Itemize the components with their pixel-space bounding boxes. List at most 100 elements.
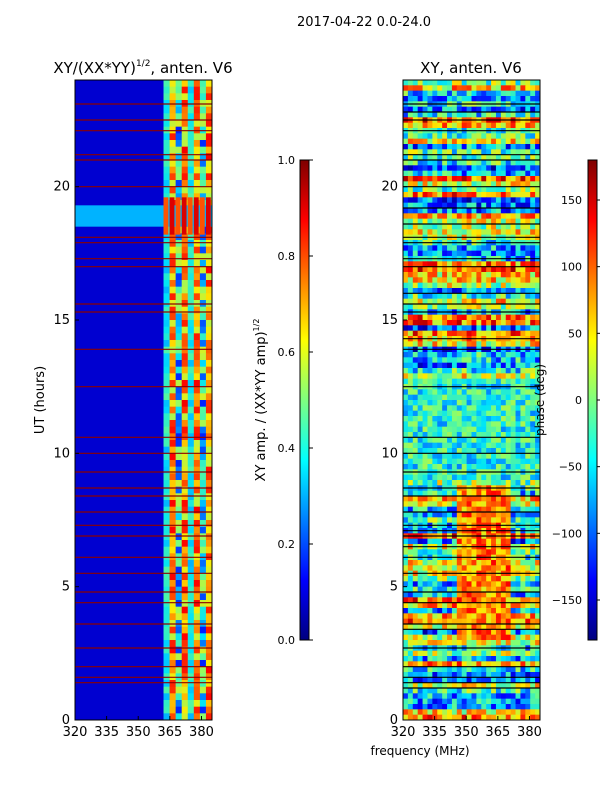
phase-heatmap-cell [461,298,467,305]
phase-heatmap-cell [491,202,497,209]
phase-heatmap-cell [451,245,458,252]
phase-heatmap-cell [520,432,526,438]
phase-heatmap-cell [476,314,482,321]
amplitude-heatmap-cell [205,393,212,401]
phase-heatmap-cell [486,688,492,694]
phase-heatmap-cell [451,650,458,657]
phase-heatmap-cell [530,666,536,673]
phase-heatmap-cell [515,229,521,236]
phase-heatmap-cell [447,266,453,273]
amplitude-heatmap-cell [199,393,207,401]
phase-heatmap-cell [451,677,458,684]
phase-heatmap-cell [422,474,428,481]
phase-heatmap-cell [491,602,497,609]
phase-heatmap-cell [412,565,419,572]
amplitude-heatmap-cell [205,186,212,194]
phase-heatmap-cell [535,250,540,257]
phase-heatmap-cell [403,325,409,332]
phase-heatmap-cell [476,165,482,172]
phase-heatmap-cell [451,618,458,625]
phase-heatmap-cell [481,250,487,257]
phase-heatmap-cell [407,490,414,497]
phase-heatmap-cell [461,586,467,593]
phase-heatmap-cell [500,448,507,454]
amplitude-heatmap-cell [205,573,212,581]
phase-heatmap-cell [481,490,487,497]
phase-heatmap-cell [491,192,497,198]
phase-heatmap-cell [491,85,497,92]
phase-heatmap-cell [476,442,482,449]
amplitude-heatmap-cell [187,273,195,281]
phase-heatmap-cell [476,368,482,374]
amplitude-heatmap-cell [181,446,189,454]
phase-heatmap-cell [535,608,540,614]
phase-heatmap-cell [437,437,443,444]
phase-heatmap-cell [530,341,536,348]
phase-xtick-label: 320 [391,725,416,740]
phase-title: XY, anten. V6 [420,59,522,77]
phase-heatmap-cell [461,330,467,337]
phase-heatmap-cell [525,90,531,97]
amplitude-heatmap-cell [205,513,212,521]
phase-heatmap-cell [422,378,428,385]
amplitude-heatmap-cell [175,386,183,394]
amplitude-heatmap-cell [169,120,177,128]
phase-heatmap-cell [491,368,497,374]
phase-heatmap-cell [515,213,521,220]
phase-heatmap-cell [525,698,531,705]
phase-heatmap-cell [466,85,472,92]
phase-heatmap-cell [422,288,428,294]
amplitude-heatmap-cell [169,633,177,641]
amplitude-heatmap-cell [175,540,183,548]
phase-heatmap-cell [403,650,409,657]
phase-heatmap-cell [481,106,487,113]
phase-heatmap-cell [412,592,419,598]
phase-heatmap-cell [466,501,472,508]
phase-heatmap-cell [432,181,438,188]
phase-heatmap-cell [461,634,467,641]
phase-heatmap-cell [520,688,526,694]
phase-heatmap-cell [412,410,419,417]
phase-heatmap-cell [407,586,414,593]
phase-heatmap-cell [417,357,423,364]
phase-heatmap-cell [476,106,482,113]
phase-heatmap-cell [486,112,492,118]
phase-heatmap-cell [495,634,502,641]
amplitude-heatmap-cell [169,386,177,394]
phase-heatmap-cell [447,330,453,337]
phase-heatmap-cell [432,517,438,524]
phase-heatmap-cell [515,400,521,406]
amplitude-heatmap-cell [199,606,207,614]
phase-heatmap-cell [505,106,512,113]
phase-heatmap-cell [491,672,497,678]
phase-heatmap-cell [505,330,512,337]
phase-heatmap-cell [447,181,453,188]
phase-heatmap-cell [427,245,433,252]
amplitude-heatmap-cell [187,573,195,581]
phase-heatmap-cell [461,661,467,668]
phase-heatmap-cell [437,186,443,193]
amplitude-heatmap-cell [163,653,170,661]
phase-heatmap-cell [447,586,453,593]
phase-heatmap-cell [535,213,540,220]
phase-heatmap-cell [515,421,521,428]
amplitude-heatmap-cell [205,506,212,514]
phase-heatmap-cell [432,277,438,284]
phase-heatmap-cell [520,416,526,422]
phase-heatmap-cell [466,634,472,641]
phase-heatmap-cell [403,698,409,705]
phase-heatmap-cell [500,517,507,524]
phase-heatmap-cell [525,714,531,720]
phase-heatmap-cell [427,400,433,406]
phase-heatmap-cell [456,410,463,417]
phase-heatmap-cell [466,96,472,102]
amplitude-heatmap-cell [199,646,207,654]
amplitude-heatmap-cell [163,320,170,328]
phase-heatmap-cell [432,640,438,646]
phase-heatmap-cell [525,272,531,278]
phase-heatmap-cell [510,624,516,630]
phase-heatmap-cell [407,538,414,545]
amplitude-heatmap-cell [187,546,195,554]
phase-heatmap-cell [491,378,497,385]
phase-heatmap-cell [417,250,423,257]
